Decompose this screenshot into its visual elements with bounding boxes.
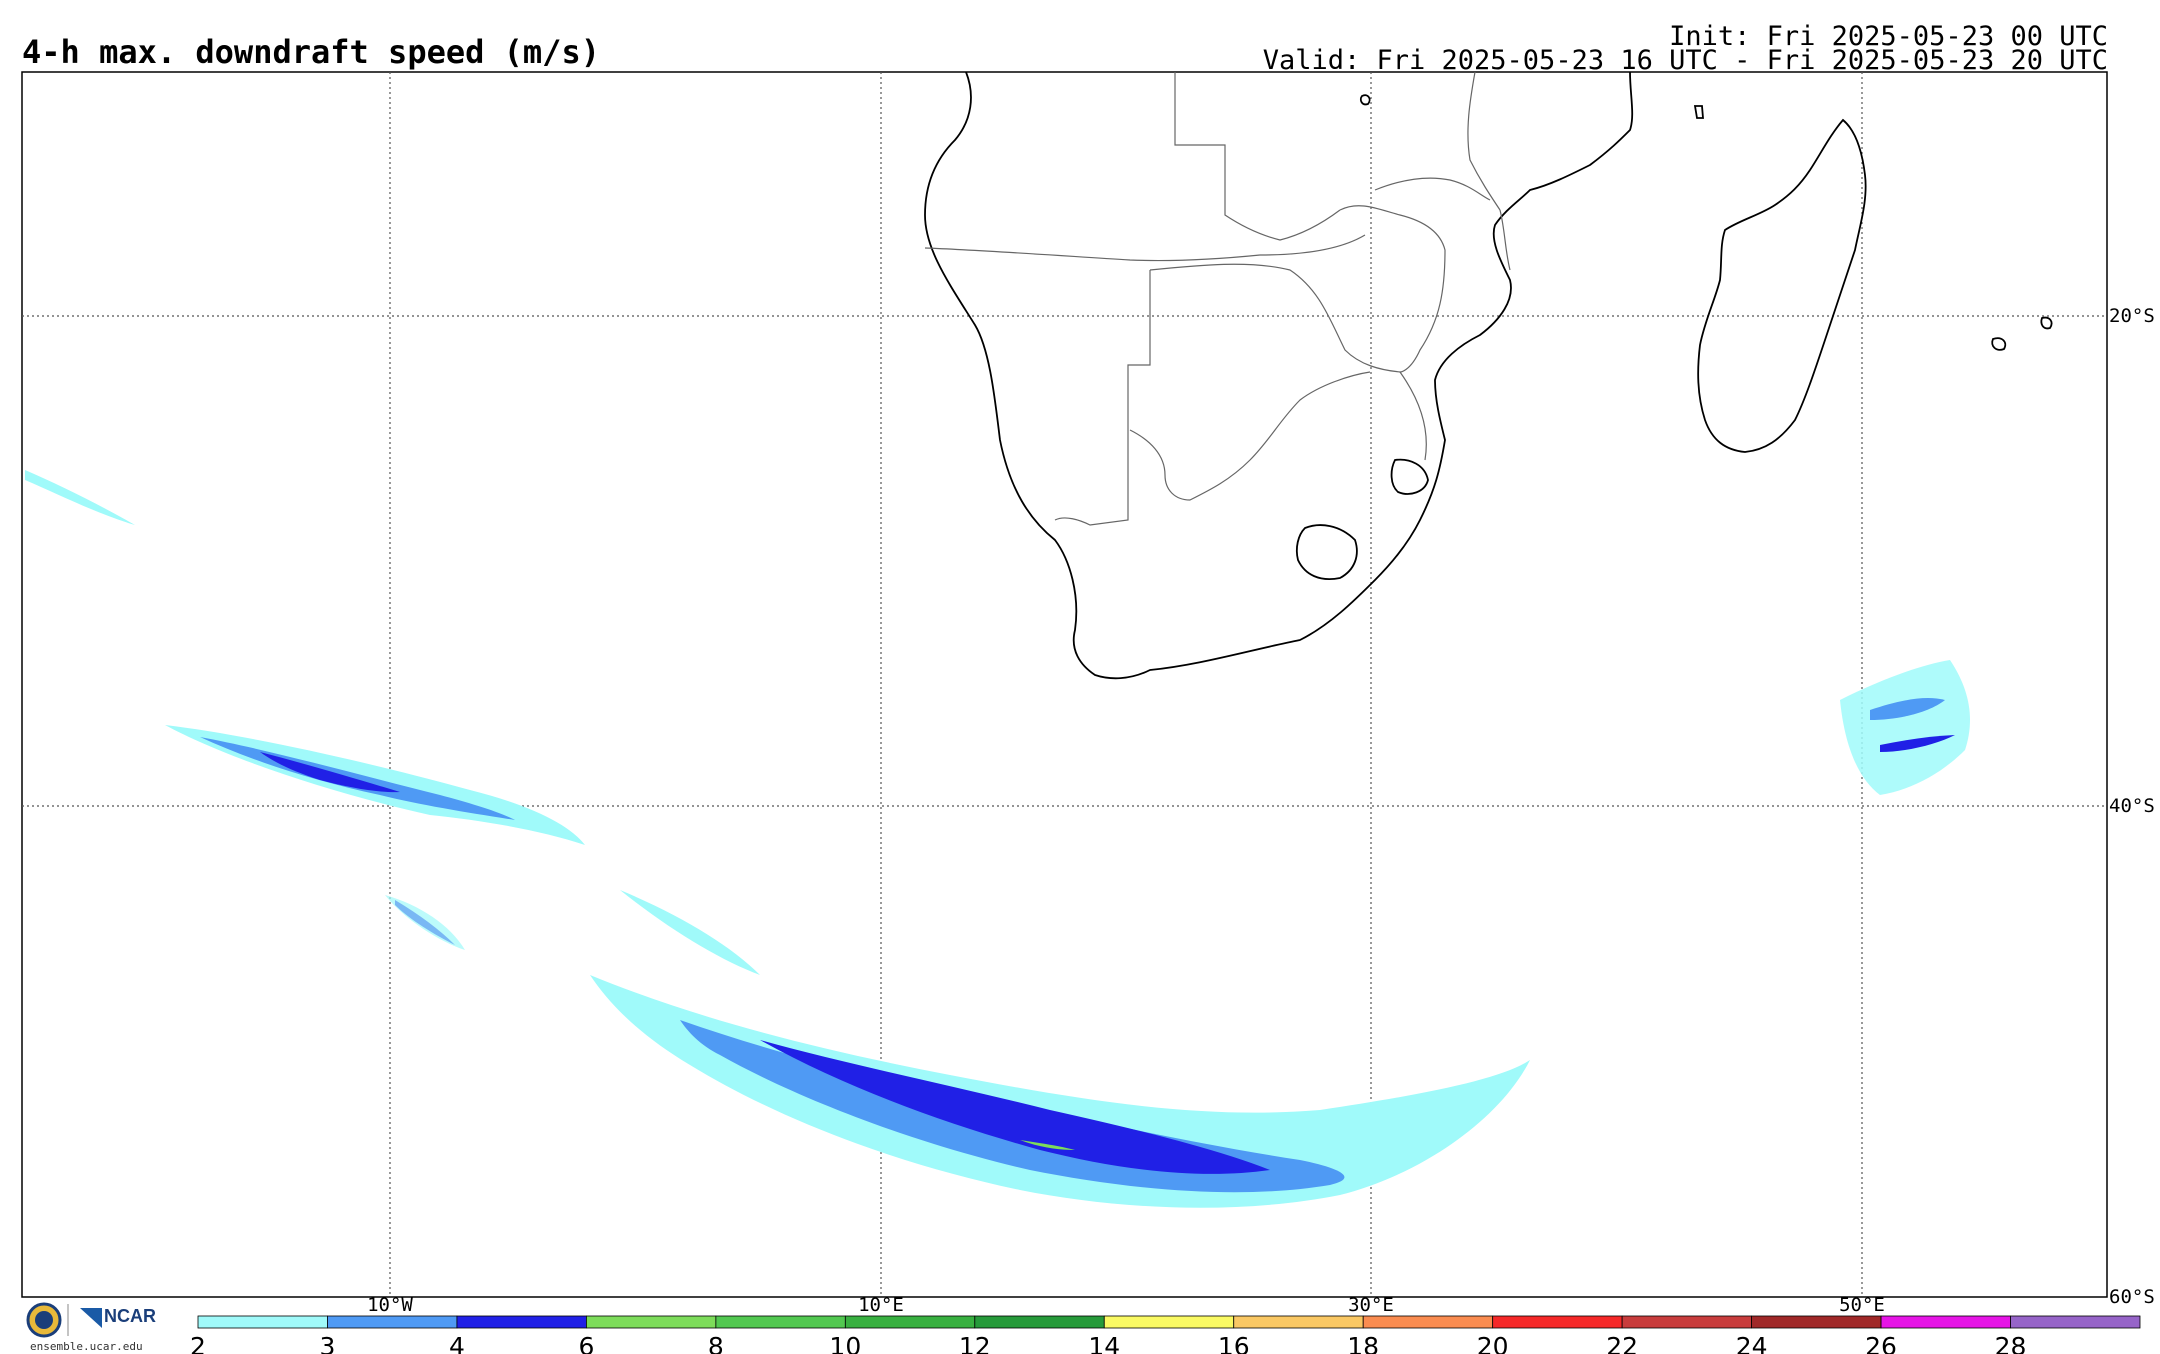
downdraft-patch-east bbox=[1840, 660, 1970, 795]
colorbar-tick-label: 12 bbox=[959, 1332, 991, 1354]
country-borders bbox=[924, 71, 1511, 526]
colorbar-segment bbox=[1751, 1315, 1882, 1329]
colorbar-segment bbox=[327, 1315, 458, 1329]
lon-label-10e: 10°E bbox=[858, 1294, 904, 1316]
init-time: Init: Fri 2025-05-23 00 UTC bbox=[1669, 21, 2108, 52]
colorbar-tick-label: 3 bbox=[320, 1332, 336, 1354]
colorbar-segment bbox=[1362, 1315, 1494, 1329]
colorbar-segment bbox=[844, 1315, 976, 1329]
colorbar-segment bbox=[456, 1315, 587, 1329]
downdraft-field bbox=[25, 470, 1970, 1208]
colorbar-segment bbox=[1103, 1315, 1235, 1329]
colorbar-segment bbox=[715, 1315, 846, 1329]
colorbar-segment bbox=[2010, 1315, 2141, 1329]
lon-label-10w: 10°W bbox=[367, 1294, 413, 1316]
colorbar-tick-label: 24 bbox=[1736, 1332, 1768, 1354]
coastlines bbox=[924, 71, 2053, 680]
lat-label-40s: 40°S bbox=[2109, 795, 2155, 817]
colorbar: 2 3 4 6 8 10 12 14 16 18 20 22 24 26 28 bbox=[190, 1315, 2141, 1354]
colorbar-tick-label: 22 bbox=[1606, 1332, 1638, 1354]
nsf-ncar-logo bbox=[26, 1302, 102, 1338]
colorbar-segment bbox=[974, 1315, 1105, 1329]
lon-label-50e: 50°E bbox=[1839, 1294, 1885, 1316]
colorbar-tick-label: 28 bbox=[1995, 1332, 2027, 1354]
colorbar-tick-label: 8 bbox=[708, 1332, 724, 1354]
colorbar-segment bbox=[1880, 1315, 2011, 1329]
logo-url: ensemble.ucar.edu bbox=[30, 1340, 143, 1353]
colorbar-tick-label: 2 bbox=[190, 1332, 206, 1354]
madagascar-outline bbox=[1697, 118, 1867, 453]
map-frame bbox=[21, 71, 2108, 1298]
colorbar-tick-label: 4 bbox=[449, 1332, 465, 1354]
ncar-logo-text: NCAR bbox=[104, 1306, 156, 1326]
plot-title: 4-h max. downdraft speed (m/s) bbox=[22, 33, 600, 71]
lat-label-60s: 60°S bbox=[2109, 1286, 2155, 1308]
colorbar-segment bbox=[1492, 1315, 1623, 1329]
colorbar-tick-label: 6 bbox=[578, 1332, 594, 1354]
lat-label-20s: 20°S bbox=[2109, 305, 2155, 327]
colorbar-segment bbox=[1233, 1315, 1364, 1329]
valid-time: Valid: Fri 2025-05-23 16 UTC - Fri 2025-… bbox=[1262, 45, 2108, 76]
lesotho-outline bbox=[1295, 524, 1358, 580]
colorbar-segment bbox=[1621, 1315, 1752, 1329]
ncar-logo-icon bbox=[80, 1308, 102, 1328]
lon-label-30e: 30°E bbox=[1348, 1294, 1394, 1316]
colorbar-segment bbox=[586, 1315, 717, 1329]
colorbar-tick-label: 20 bbox=[1477, 1332, 1509, 1354]
colorbar-tick-label: 26 bbox=[1865, 1332, 1897, 1354]
colorbar-tick-label: 14 bbox=[1088, 1332, 1120, 1354]
colorbar-tick-label: 16 bbox=[1218, 1332, 1250, 1354]
downdraft-band-south bbox=[590, 975, 1530, 1208]
colorbar-tick-label: 10 bbox=[829, 1332, 861, 1354]
colorbar-tick-label: 18 bbox=[1347, 1332, 1379, 1354]
colorbar-segment bbox=[197, 1315, 328, 1329]
